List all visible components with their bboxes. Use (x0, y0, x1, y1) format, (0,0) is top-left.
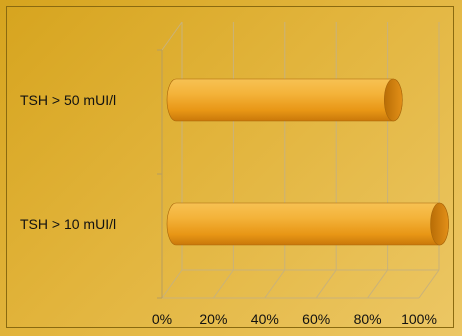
x-tick-label: 0% (152, 311, 172, 327)
floor-line-1 (212, 269, 234, 299)
grid-line-top-left (161, 21, 183, 51)
category-label: TSH > 50 mUI/l (20, 92, 116, 108)
floor-line-0 (161, 269, 183, 299)
floor-line-3 (315, 269, 337, 299)
x-tick-label: 60% (302, 311, 330, 327)
category-label: TSH > 10 mUI/l (20, 216, 116, 232)
chart-frame (6, 6, 454, 328)
x-tick-label: 40% (251, 311, 279, 327)
x-tick-label: 80% (354, 311, 382, 327)
x-tick-label: 20% (199, 311, 227, 327)
floor-line-5 (418, 269, 440, 299)
labels: 0% 20% 40% 60% 80% 100% TSH > 50 mUI/l TSH > 10… (20, 92, 437, 327)
floor-line-2 (264, 269, 286, 299)
x-tick-label: 100% (401, 311, 437, 327)
bar-body (166, 78, 403, 122)
floor-line-4 (367, 269, 389, 299)
bar (166, 202, 449, 246)
grid (157, 21, 440, 299)
bar-end-cap (383, 78, 403, 122)
bar (166, 78, 403, 122)
bars (166, 78, 449, 246)
bar-body (166, 202, 449, 246)
bar-end-cap (430, 202, 449, 246)
